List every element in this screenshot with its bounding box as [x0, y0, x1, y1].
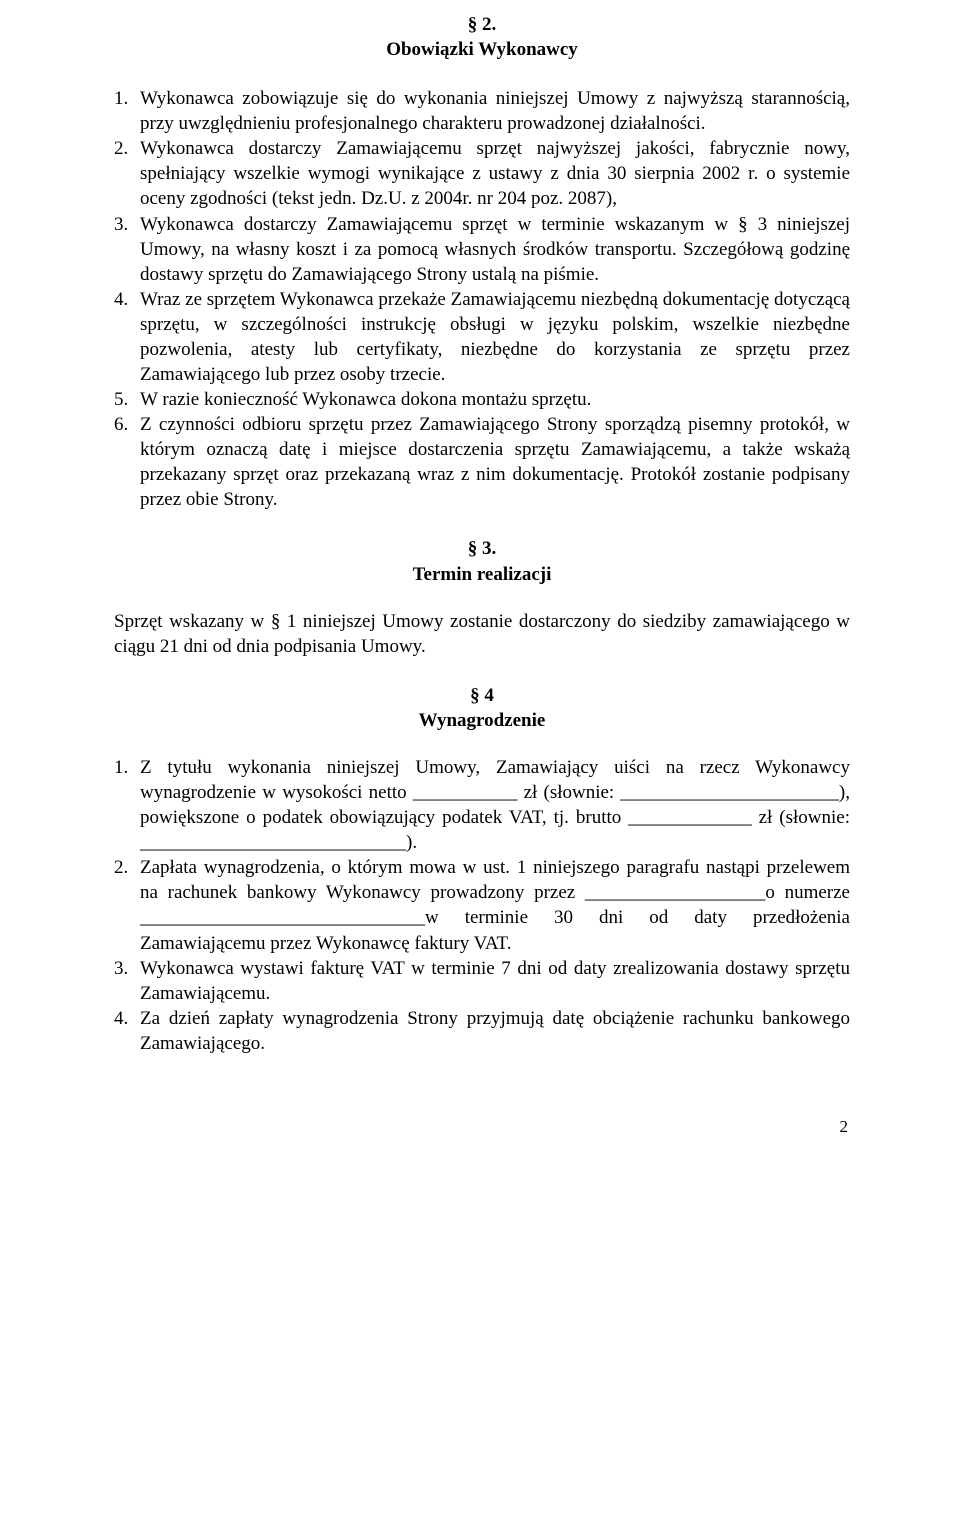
section-4-number: § 4 [114, 683, 850, 708]
list-item-text: Wykonawca dostarczy Zamawiającemu sprzęt… [140, 138, 850, 209]
list-item-text: Z czynności odbioru sprzętu przez Zamawi… [140, 414, 850, 510]
section-3-body: Sprzęt wskazany w § 1 niniejszej Umowy z… [114, 609, 850, 659]
list-item: 1.Wykonawca zobowiązuje się do wykonania… [114, 86, 850, 136]
list-item-text: Wraz ze sprzętem Wykonawca przekaże Zama… [140, 289, 850, 385]
list-item-text: Wykonawca dostarczy Zamawiającemu sprzęt… [140, 214, 850, 285]
list-item: 4.Wraz ze sprzętem Wykonawca przekaże Za… [114, 287, 850, 387]
section-2-title: Obowiązki Wykonawcy [114, 37, 850, 62]
section-2-number: § 2. [114, 12, 850, 37]
section-4-list: 1.Z tytułu wykonania niniejszej Umowy, Z… [114, 755, 850, 1056]
list-item: 6.Z czynności odbioru sprzętu przez Zama… [114, 412, 850, 512]
list-item-text: Wykonawca wystawi fakturę VAT w terminie… [140, 958, 850, 1004]
section-2-list: 1.Wykonawca zobowiązuje się do wykonania… [114, 86, 850, 512]
section-3-title: Termin realizacji [114, 562, 850, 587]
list-item-text: W razie konieczność Wykonawca dokona mon… [140, 389, 591, 410]
list-item-text: Z tytułu wykonania niniejszej Umowy, Zam… [140, 757, 850, 853]
list-item-text: Zapłata wynagrodzenia, o którym mowa w u… [140, 857, 850, 953]
list-item-text: Wykonawca zobowiązuje się do wykonania n… [140, 88, 850, 134]
list-item: 1.Z tytułu wykonania niniejszej Umowy, Z… [114, 755, 850, 855]
list-item: 2.Wykonawca dostarczy Zamawiającemu sprz… [114, 136, 850, 211]
list-item: 3.Wykonawca dostarczy Zamawiającemu sprz… [114, 212, 850, 287]
page-number: 2 [114, 1116, 850, 1138]
list-item-text: Za dzień zapłaty wynagrodzenia Strony pr… [140, 1008, 850, 1054]
section-3-number: § 3. [114, 536, 850, 561]
list-item: 5.W razie konieczność Wykonawca dokona m… [114, 387, 850, 412]
list-item: 2.Zapłata wynagrodzenia, o którym mowa w… [114, 855, 850, 955]
section-4-title: Wynagrodzenie [114, 708, 850, 733]
list-item: 3.Wykonawca wystawi fakturę VAT w termin… [114, 956, 850, 1006]
list-item: 4.Za dzień zapłaty wynagrodzenia Strony … [114, 1006, 850, 1056]
